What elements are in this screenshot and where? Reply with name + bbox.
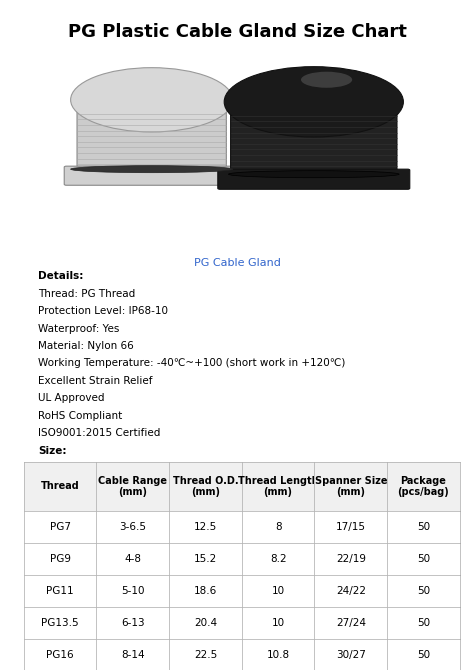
- Text: PG11: PG11: [46, 586, 74, 596]
- Text: 3-6.5: 3-6.5: [119, 522, 146, 531]
- Text: RoHS Compliant: RoHS Compliant: [38, 411, 122, 421]
- Text: 22.5: 22.5: [194, 651, 217, 660]
- Text: Material: Nylon 66: Material: Nylon 66: [38, 341, 134, 351]
- Text: 6-13: 6-13: [121, 618, 145, 628]
- Text: Waterproof: Yes: Waterproof: Yes: [38, 324, 119, 334]
- Text: Size:: Size:: [38, 446, 66, 456]
- Text: Package
(pcs/bag): Package (pcs/bag): [398, 476, 449, 497]
- Text: 24/22: 24/22: [336, 586, 366, 596]
- Text: 27/24: 27/24: [336, 618, 366, 628]
- Text: Working Temperature: -40℃~+100 (short work in +120℃): Working Temperature: -40℃~+100 (short wo…: [38, 358, 345, 369]
- Text: 4-8: 4-8: [124, 554, 141, 563]
- Text: Excellent Strain Relief: Excellent Strain Relief: [38, 376, 153, 386]
- Text: Thread: Thread: [41, 482, 80, 491]
- Text: 17/15: 17/15: [336, 522, 366, 531]
- Text: 10.8: 10.8: [266, 651, 290, 660]
- Text: Spanner Size
(mm): Spanner Size (mm): [315, 476, 387, 497]
- Text: Thread O.D.
(mm): Thread O.D. (mm): [173, 476, 238, 497]
- Text: PG Plastic Cable Gland Size Chart: PG Plastic Cable Gland Size Chart: [68, 23, 406, 42]
- Text: PG9: PG9: [50, 554, 71, 563]
- Text: 50: 50: [417, 651, 430, 660]
- Text: 8-14: 8-14: [121, 651, 145, 660]
- Ellipse shape: [301, 72, 352, 88]
- Text: Thread: PG Thread: Thread: PG Thread: [38, 289, 135, 299]
- Text: ISO9001:2015 Certified: ISO9001:2015 Certified: [38, 428, 160, 438]
- Text: 22/19: 22/19: [336, 554, 366, 563]
- Text: PG13.5: PG13.5: [41, 618, 79, 628]
- Text: UL Approved: UL Approved: [38, 393, 104, 403]
- Text: 10: 10: [272, 618, 285, 628]
- Ellipse shape: [224, 67, 403, 137]
- Text: 8: 8: [275, 522, 282, 531]
- Text: 5-10: 5-10: [121, 586, 145, 596]
- Text: 20.4: 20.4: [194, 618, 217, 628]
- Text: 50: 50: [417, 618, 430, 628]
- Text: Protection Level: IP68-10: Protection Level: IP68-10: [38, 306, 168, 316]
- Ellipse shape: [71, 165, 233, 173]
- Text: 50: 50: [417, 586, 430, 596]
- Text: PG16: PG16: [46, 651, 74, 660]
- Text: 12.5: 12.5: [194, 522, 217, 531]
- Text: Details:: Details:: [38, 271, 83, 281]
- Text: 15.2: 15.2: [194, 554, 217, 563]
- Text: 30/27: 30/27: [336, 651, 366, 660]
- Text: PG Cable Gland: PG Cable Gland: [193, 258, 281, 268]
- Ellipse shape: [228, 171, 399, 178]
- Text: 50: 50: [417, 522, 430, 531]
- Text: 18.6: 18.6: [194, 586, 217, 596]
- FancyBboxPatch shape: [64, 166, 239, 185]
- Text: 10: 10: [272, 586, 285, 596]
- Text: 8.2: 8.2: [270, 554, 286, 563]
- Text: Thread Length
(mm): Thread Length (mm): [238, 476, 319, 497]
- FancyBboxPatch shape: [231, 109, 397, 171]
- FancyBboxPatch shape: [77, 107, 227, 170]
- Text: Cable Range
(mm): Cable Range (mm): [98, 476, 167, 497]
- Text: 50: 50: [417, 554, 430, 563]
- Ellipse shape: [71, 68, 233, 132]
- Text: PG7: PG7: [50, 522, 71, 531]
- FancyBboxPatch shape: [218, 170, 410, 189]
